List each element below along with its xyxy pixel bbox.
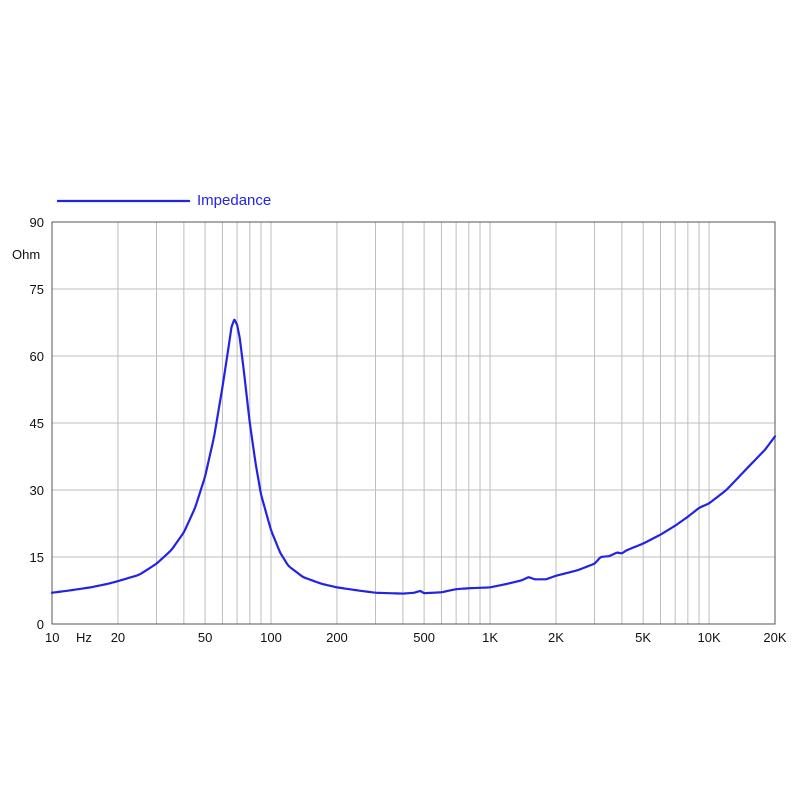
series-group (50, 318, 777, 595)
x-tick-label: 10 (45, 630, 59, 645)
y-tick-label: 45 (30, 416, 44, 431)
x-tick-label: 20K (763, 630, 786, 645)
x-tick-label: 2K (548, 630, 564, 645)
y-tick-label: 75 (30, 282, 44, 297)
y-tick-label: 15 (30, 550, 44, 565)
legend-label-impedance: Impedance (197, 192, 271, 209)
x-tick-label: 10K (697, 630, 720, 645)
x-axis-tick-labels: 10 20 50 100 200 500 1K 2K 5K 10K 20K (45, 630, 787, 645)
plot-frame (51, 221, 776, 625)
x-tick-label: 100 (260, 630, 282, 645)
y-tick-label: 30 (30, 483, 44, 498)
y-tick-label: 60 (30, 349, 44, 364)
y-gridlines (52, 288, 775, 558)
y-tick-label: 0 (37, 617, 44, 632)
series-line-impedance (50, 318, 777, 595)
x-tick-label: 500 (413, 630, 435, 645)
y-tick-label: 90 (30, 215, 44, 230)
x-tick-label: 1K (482, 630, 498, 645)
y-axis-label: Ohm (12, 247, 40, 262)
x-axis-label: Hz (76, 630, 92, 645)
x-tick-label: 200 (326, 630, 348, 645)
x-tick-label: 50 (198, 630, 212, 645)
y-axis-tick-labels: 0 15 30 45 60 75 90 (30, 215, 44, 632)
x-tick-label: 20 (111, 630, 125, 645)
x-tick-label: 5K (635, 630, 651, 645)
legend: Impedance (57, 192, 271, 209)
